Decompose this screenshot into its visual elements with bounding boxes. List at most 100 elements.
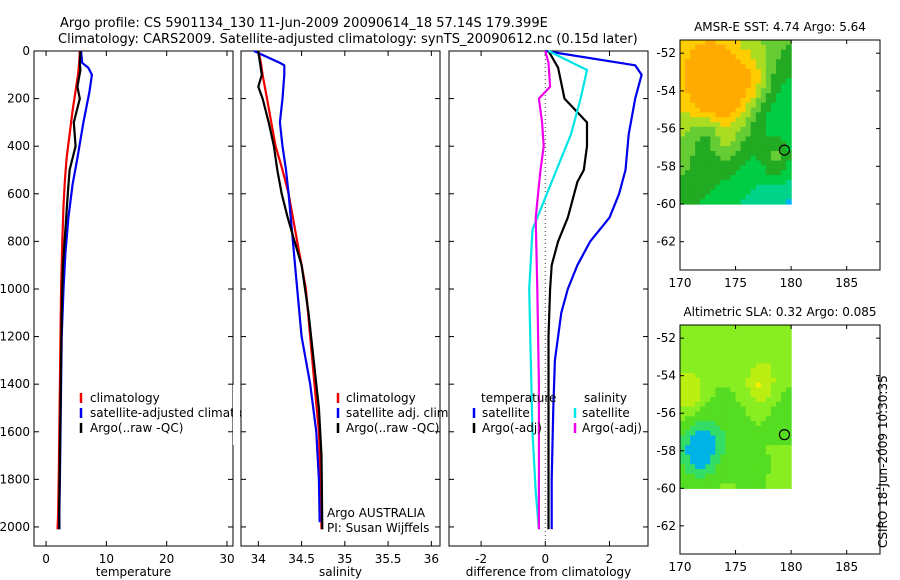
map-cell [745, 73, 752, 80]
map-cell [781, 459, 787, 465]
map-cell [750, 49, 757, 56]
map-cell [695, 49, 701, 56]
map-cell [690, 40, 696, 46]
map-cell [715, 363, 721, 369]
map-cell [720, 353, 727, 360]
map-cell [770, 382, 777, 389]
map-cell [700, 344, 706, 350]
map-cell [760, 469, 767, 475]
map-cell [765, 325, 772, 331]
map-cell [765, 83, 772, 89]
map-cell [695, 126, 701, 133]
map-cell [786, 454, 792, 461]
map-cell [715, 358, 721, 365]
map-cell [786, 478, 792, 485]
x-tick-label: 175 [724, 276, 747, 290]
map-cell [781, 175, 787, 181]
map-cell [715, 199, 721, 205]
map-cell [775, 349, 782, 355]
map-cell [735, 107, 742, 113]
series-line [253, 50, 321, 523]
map-cell [685, 73, 691, 80]
map-cell [690, 102, 696, 109]
map-cell [745, 325, 752, 331]
map-cell [745, 334, 752, 341]
y-tick-label: 1200 [0, 330, 30, 344]
map-cell [720, 416, 727, 422]
map-cell [730, 64, 737, 70]
map-cell [715, 483, 721, 489]
map-cell [745, 102, 752, 109]
map-cell [715, 102, 721, 109]
map-cell [765, 175, 772, 181]
map-cell [786, 397, 792, 403]
map-cell [770, 88, 777, 94]
map-cell [720, 397, 727, 403]
map-cell [750, 88, 757, 94]
map-cell [690, 478, 696, 485]
map-cell [710, 325, 716, 331]
map-cell [705, 165, 711, 171]
map-cell [765, 102, 772, 109]
map-cell [705, 435, 711, 441]
map-cell [745, 199, 752, 205]
map-cell [690, 368, 696, 374]
map-cell [740, 339, 747, 345]
map-cell [720, 483, 727, 489]
map-cell [700, 373, 706, 379]
map-cell [765, 54, 772, 60]
map-cell [715, 179, 721, 186]
x-tick-label: 10 [99, 552, 114, 566]
map-cell [695, 483, 701, 489]
map-cell [690, 155, 696, 162]
map-cell [770, 353, 777, 360]
map-cell [730, 377, 737, 384]
map-cell [781, 483, 787, 489]
map-cell [750, 358, 757, 365]
map-cell [720, 155, 727, 162]
map-cell [770, 141, 777, 147]
map-cell [685, 353, 691, 360]
x-tick-label: 170 [669, 276, 692, 290]
map-cell [715, 78, 721, 85]
x-axis-label: temperature [96, 565, 171, 579]
map-cell [720, 445, 727, 451]
map-cell [715, 107, 721, 113]
map-cell [700, 440, 706, 446]
map-frame [679, 324, 881, 555]
map-cell [755, 430, 762, 437]
map-cell [781, 469, 787, 475]
map-cell [745, 165, 752, 171]
map-cell [690, 112, 696, 118]
map-cell [680, 126, 686, 133]
map-cell [765, 421, 772, 427]
map-cell [781, 425, 787, 432]
map-cell [765, 478, 772, 485]
map-cell [760, 368, 767, 374]
map-cell [690, 421, 696, 427]
map-cell [765, 373, 772, 379]
map-cell [680, 449, 686, 456]
map-cell [700, 126, 706, 133]
map-cell [725, 363, 732, 369]
map-cell [725, 93, 732, 99]
x-tick-label: 180 [780, 276, 803, 290]
map-cell [755, 199, 762, 205]
map-cell [680, 141, 686, 147]
y-tick-label: -58 [656, 159, 676, 173]
map-cell [690, 141, 696, 147]
map-cell [755, 349, 762, 355]
map-cell [730, 165, 737, 171]
map-cell [695, 421, 701, 427]
map-cell [765, 358, 772, 365]
map-cell [730, 136, 737, 142]
map-cell [750, 155, 757, 162]
map-cell [740, 150, 747, 157]
map-cell [760, 358, 767, 365]
map-cell [765, 368, 772, 374]
map-cell [765, 464, 772, 470]
map-cell [760, 406, 767, 413]
map-cell [755, 59, 762, 65]
map-cell [700, 473, 706, 480]
map-cell [745, 478, 752, 485]
